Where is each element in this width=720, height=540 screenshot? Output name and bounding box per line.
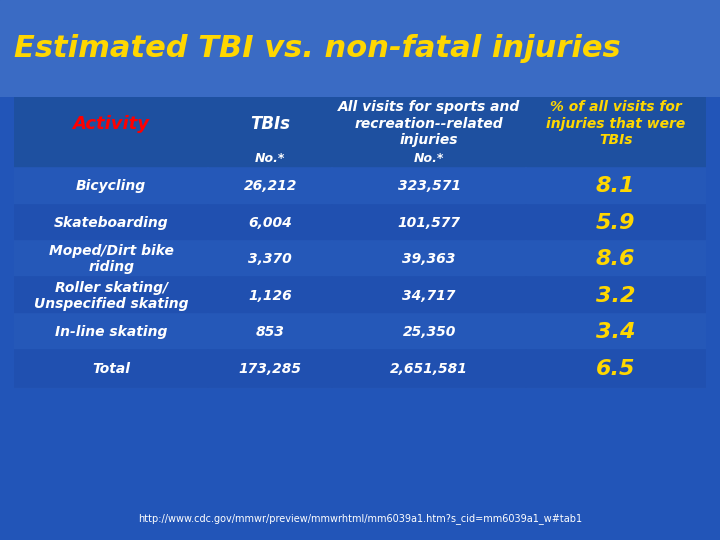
Bar [333, 350, 526, 387]
Bar [14, 205, 208, 241]
Text: Activity: Activity [73, 114, 150, 132]
Text: 853: 853 [256, 325, 284, 339]
Text: 8.1: 8.1 [596, 176, 636, 197]
Text: 1,126: 1,126 [248, 289, 292, 302]
Text: 5.9: 5.9 [596, 213, 636, 233]
Bar [208, 168, 333, 205]
Text: Roller skating/
Unspecified skating: Roller skating/ Unspecified skating [34, 281, 189, 310]
Text: 25,350: 25,350 [402, 325, 456, 339]
Text: 101,577: 101,577 [397, 216, 461, 229]
Bar [208, 205, 333, 241]
Text: 173,285: 173,285 [238, 362, 302, 375]
Text: 26,212: 26,212 [243, 179, 297, 193]
Bar [208, 314, 333, 350]
Text: Bicycling: Bicycling [76, 179, 146, 193]
Bar [526, 314, 706, 350]
Text: No.*: No.* [255, 152, 285, 165]
Bar [14, 350, 208, 387]
Text: Total: Total [92, 362, 130, 375]
Text: TBIs: TBIs [250, 114, 290, 132]
Bar [14, 97, 706, 387]
Text: 323,571: 323,571 [397, 179, 461, 193]
Text: 34,717: 34,717 [402, 289, 456, 302]
Text: Skateboarding: Skateboarding [54, 216, 168, 229]
Text: http://www.cdc.gov/mmwr/preview/mmwrhtml/mm6039a1.htm?s_cid=mm6039a1_w#tab1: http://www.cdc.gov/mmwr/preview/mmwrhtml… [138, 513, 582, 524]
Text: In-line skating: In-line skating [55, 325, 167, 339]
Text: Moped/Dirt bike
riding: Moped/Dirt bike riding [49, 244, 174, 274]
Bar [208, 150, 333, 168]
Bar [526, 350, 706, 387]
Bar [526, 241, 706, 278]
Text: No.*: No.* [414, 152, 444, 165]
Bar [14, 314, 208, 350]
Text: 3.2: 3.2 [596, 286, 636, 306]
Bar [526, 97, 706, 150]
Bar [526, 168, 706, 205]
Bar [208, 97, 333, 150]
Bar [333, 150, 526, 168]
Bar [208, 350, 333, 387]
Bar [14, 278, 208, 314]
Bar [526, 278, 706, 314]
Bar [333, 241, 526, 278]
Bar [14, 97, 208, 150]
Text: All visits for sports and
recreation--related
injuries: All visits for sports and recreation--re… [338, 100, 521, 147]
Bar [208, 278, 333, 314]
Text: % of all visits for
injuries that were
TBIs: % of all visits for injuries that were T… [546, 100, 685, 147]
Text: 8.6: 8.6 [596, 249, 636, 269]
Bar [333, 168, 526, 205]
Bar [333, 97, 526, 150]
Bar [333, 278, 526, 314]
Bar [14, 168, 208, 205]
Bar [526, 205, 706, 241]
Bar [333, 314, 526, 350]
Bar [333, 205, 526, 241]
Text: 3.4: 3.4 [596, 322, 636, 342]
Text: 3,370: 3,370 [248, 252, 292, 266]
Text: 6.5: 6.5 [596, 359, 636, 379]
Bar [526, 150, 706, 168]
Text: 6,004: 6,004 [248, 216, 292, 229]
Bar [208, 241, 333, 278]
Text: 39,363: 39,363 [402, 252, 456, 266]
Text: 2,651,581: 2,651,581 [390, 362, 468, 375]
Bar [14, 241, 208, 278]
Text: Estimated TBI vs. non-fatal injuries: Estimated TBI vs. non-fatal injuries [14, 34, 621, 63]
Bar [14, 150, 208, 168]
